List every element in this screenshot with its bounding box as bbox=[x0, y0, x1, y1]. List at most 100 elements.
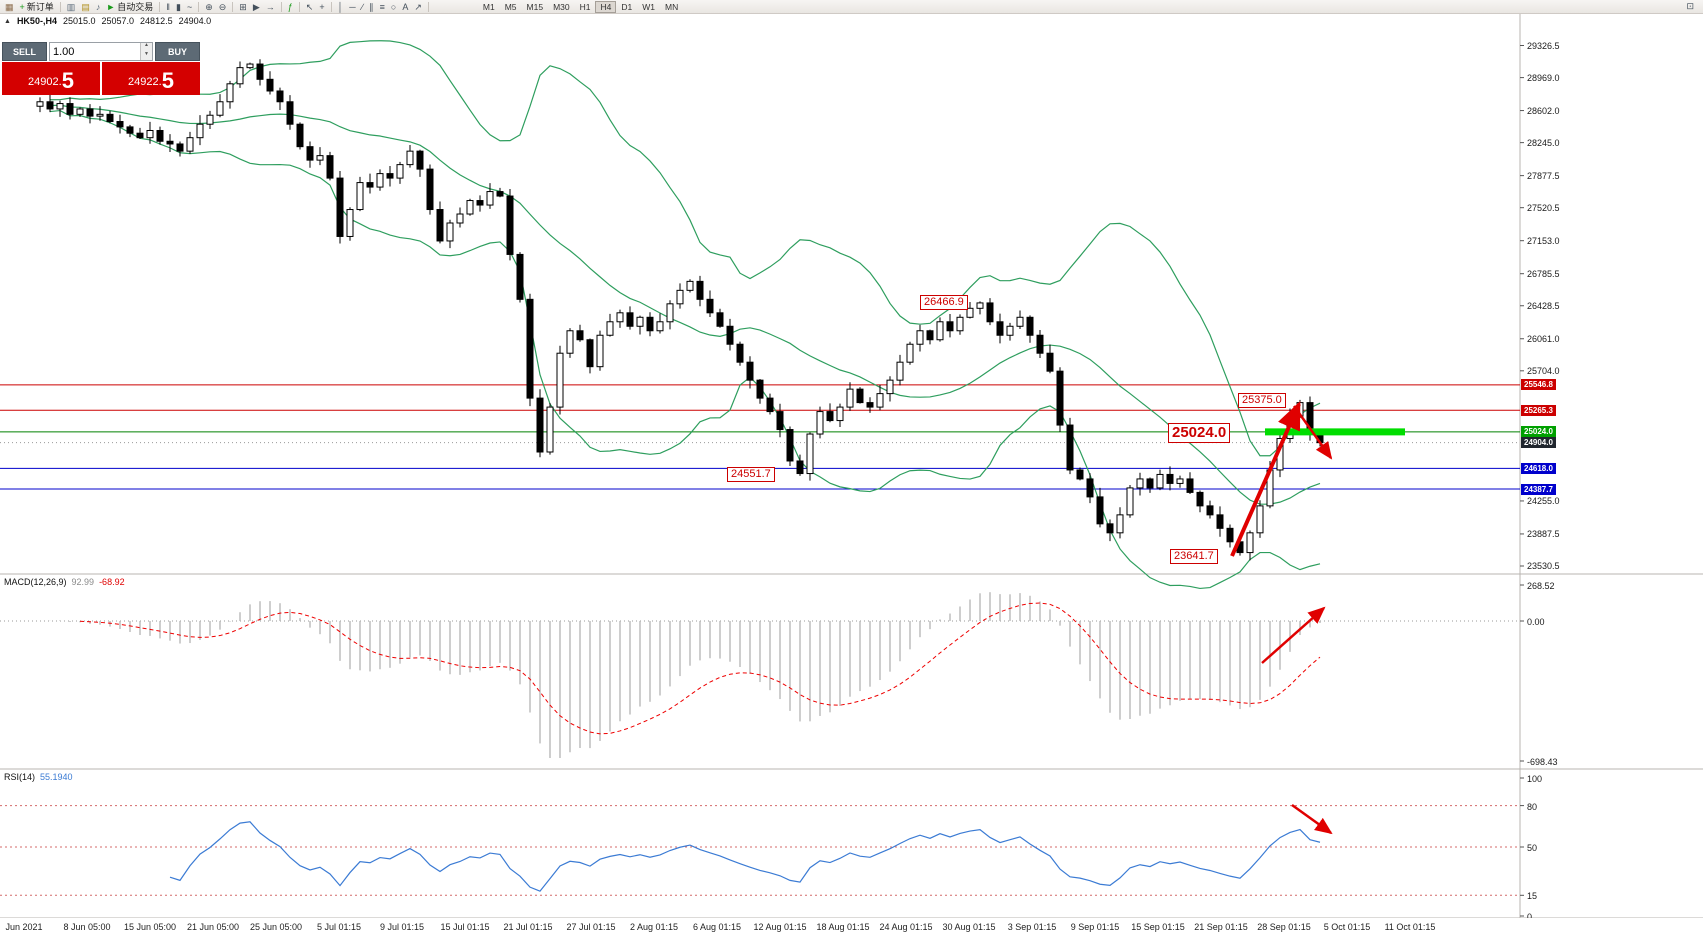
bid-price-big-digit: 5 bbox=[61, 68, 74, 93]
time-axis[interactable]: Jun 2021 8 Jun 05:00 15 Jun 05:00 21 Jun 05… bbox=[0, 918, 1703, 940]
candle-body bbox=[786, 429, 794, 462]
bid-price-main: 24902. bbox=[28, 76, 62, 88]
candle-body bbox=[1026, 316, 1034, 336]
chart-shift-icon[interactable]: → bbox=[263, 1, 278, 13]
time-axis-label: 30 Aug 01:15 bbox=[942, 922, 996, 932]
crosshair-icon[interactable]: + bbox=[316, 1, 327, 13]
candle-body bbox=[446, 222, 454, 242]
trend-arrow-2[interactable] bbox=[1292, 405, 1333, 460]
candle-body bbox=[206, 114, 214, 125]
candle-body bbox=[46, 101, 54, 110]
price-label-24551.7[interactable]: 24551.7 bbox=[727, 467, 775, 482]
trade-panel-collapse-icon[interactable]: ▲ bbox=[4, 17, 11, 25]
time-axis-label: 5 Jul 01:15 bbox=[316, 922, 362, 932]
charts-grid-icon[interactable]: ▥ bbox=[64, 1, 79, 13]
volume-down-icon[interactable]: ▼ bbox=[141, 51, 152, 60]
sound-icon[interactable]: ♪ bbox=[93, 1, 104, 13]
candle-body bbox=[806, 433, 814, 475]
price-label-26466.9[interactable]: 26466.9 bbox=[920, 295, 968, 310]
candle-body bbox=[1156, 473, 1164, 489]
candle-body bbox=[186, 137, 194, 152]
volume-up-icon[interactable]: ▲ bbox=[141, 43, 152, 52]
volume-field: ▲ ▼ bbox=[49, 42, 153, 61]
candle-body bbox=[416, 150, 424, 170]
price-label-23641.7[interactable]: 23641.7 bbox=[1170, 549, 1218, 564]
candlestick-icon[interactable]: ▮ bbox=[173, 1, 184, 13]
time-axis-label: 21 Jun 05:00 bbox=[186, 922, 240, 932]
rsi-axis-80: 80 bbox=[1527, 802, 1538, 812]
autotrading-button[interactable]: ► 自动交易 bbox=[103, 1, 156, 13]
candle-body bbox=[626, 312, 634, 327]
channel-icon[interactable]: ∥ bbox=[366, 1, 377, 13]
chart-window-icon[interactable]: ▦ bbox=[2, 1, 17, 13]
new-order-button[interactable]: + 新订单 bbox=[17, 1, 57, 13]
candle-body bbox=[146, 129, 154, 139]
timeframe-group: M1 M5 M15 M30 H1 H4 D1 W1 MN bbox=[478, 0, 683, 13]
zoom-out-icon[interactable]: ⊖ bbox=[216, 1, 230, 13]
tf-W1[interactable]: W1 bbox=[637, 1, 660, 13]
cursor-icon[interactable]: ↖ bbox=[303, 1, 317, 13]
arrow-tool-icon[interactable]: ↗ bbox=[411, 1, 425, 13]
candle-body bbox=[906, 343, 914, 363]
candle-body bbox=[486, 191, 494, 206]
time-axis-label: 2 Aug 01:15 bbox=[629, 922, 679, 932]
candle-body bbox=[1116, 514, 1124, 534]
time-axis-label: 15 Sep 01:15 bbox=[1131, 922, 1185, 932]
tf-M30[interactable]: M30 bbox=[548, 1, 575, 13]
vline-icon: │ bbox=[337, 1, 344, 12]
profiles-icon[interactable]: ▤ bbox=[78, 1, 93, 13]
auto-scroll-icon[interactable]: ▶ bbox=[250, 1, 263, 13]
candle-body bbox=[56, 103, 64, 110]
indicators-icon[interactable]: ƒ bbox=[285, 1, 296, 13]
tile-windows-icon[interactable]: ⊞ bbox=[236, 1, 250, 13]
trend-arrow-1[interactable] bbox=[1230, 401, 1301, 557]
zoom-in-icon[interactable]: ⊕ bbox=[202, 1, 216, 13]
price-label-25024.0[interactable]: 25024.0 bbox=[1168, 423, 1231, 443]
zoom-out-icon: ⊖ bbox=[218, 1, 227, 12]
candle-body bbox=[226, 83, 234, 103]
candle-body bbox=[176, 143, 184, 152]
price-axis[interactable]: 268.52 0.00 -698.43 100 80 50 15 0 29326… bbox=[1520, 0, 1703, 940]
tf-M1[interactable]: M1 bbox=[478, 1, 500, 13]
volume-input[interactable] bbox=[50, 43, 140, 60]
toolbar-separator bbox=[232, 1, 234, 12]
channel-icon: ∥ bbox=[369, 1, 374, 12]
time-axis-label: 8 Jun 05:00 bbox=[63, 922, 111, 932]
tf-M5[interactable]: M5 bbox=[500, 1, 522, 13]
tf-H1[interactable]: H1 bbox=[575, 1, 596, 13]
candle-body bbox=[676, 289, 684, 305]
time-axis-label: 24 Aug 01:15 bbox=[879, 922, 933, 932]
candle-body bbox=[646, 316, 654, 332]
vline-icon[interactable]: │ bbox=[335, 1, 347, 13]
time-axis-label: 21 Sep 01:15 bbox=[1194, 922, 1248, 932]
time-axis-label: 6 Aug 01:15 bbox=[692, 922, 742, 932]
buy-button[interactable]: BUY bbox=[155, 42, 200, 61]
trend-arrow-4[interactable] bbox=[1291, 803, 1333, 835]
bid-price-button[interactable]: 24902. 5 bbox=[2, 62, 100, 95]
candle-body bbox=[1226, 527, 1234, 543]
charts-grid-icon: ▥ bbox=[66, 1, 76, 12]
fullscreen-icon[interactable]: ⊡ bbox=[1683, 1, 1697, 13]
sell-button[interactable]: SELL bbox=[2, 42, 47, 61]
candle-body bbox=[876, 393, 884, 408]
candle-body bbox=[1086, 478, 1094, 498]
price-label-25375.0[interactable]: 25375.0 bbox=[1238, 393, 1286, 408]
ask-price-button[interactable]: 24922. 5 bbox=[102, 62, 200, 95]
candle-body bbox=[986, 302, 994, 323]
trend-arrow-3[interactable] bbox=[1261, 606, 1326, 664]
hline-icon[interactable]: ─ bbox=[346, 1, 358, 13]
fibonacci-icon[interactable]: ≡ bbox=[377, 1, 388, 13]
bollinger-middle bbox=[49, 104, 1321, 505]
candle-body bbox=[856, 388, 864, 404]
tf-H4[interactable]: H4 bbox=[595, 0, 617, 13]
tf-MN[interactable]: MN bbox=[660, 1, 683, 13]
bar-chart-icon[interactable]: ‖ bbox=[163, 1, 173, 13]
tf-M15[interactable]: M15 bbox=[522, 1, 549, 13]
trendline-icon[interactable]: ∕ bbox=[359, 1, 367, 13]
tf-D1[interactable]: D1 bbox=[616, 1, 637, 13]
line-chart-icon[interactable]: ~ bbox=[184, 1, 195, 13]
text-icon[interactable]: A bbox=[399, 1, 411, 13]
macd-axis-max: 268.52 bbox=[1527, 581, 1555, 591]
shapes-icon[interactable]: ○ bbox=[388, 1, 399, 13]
